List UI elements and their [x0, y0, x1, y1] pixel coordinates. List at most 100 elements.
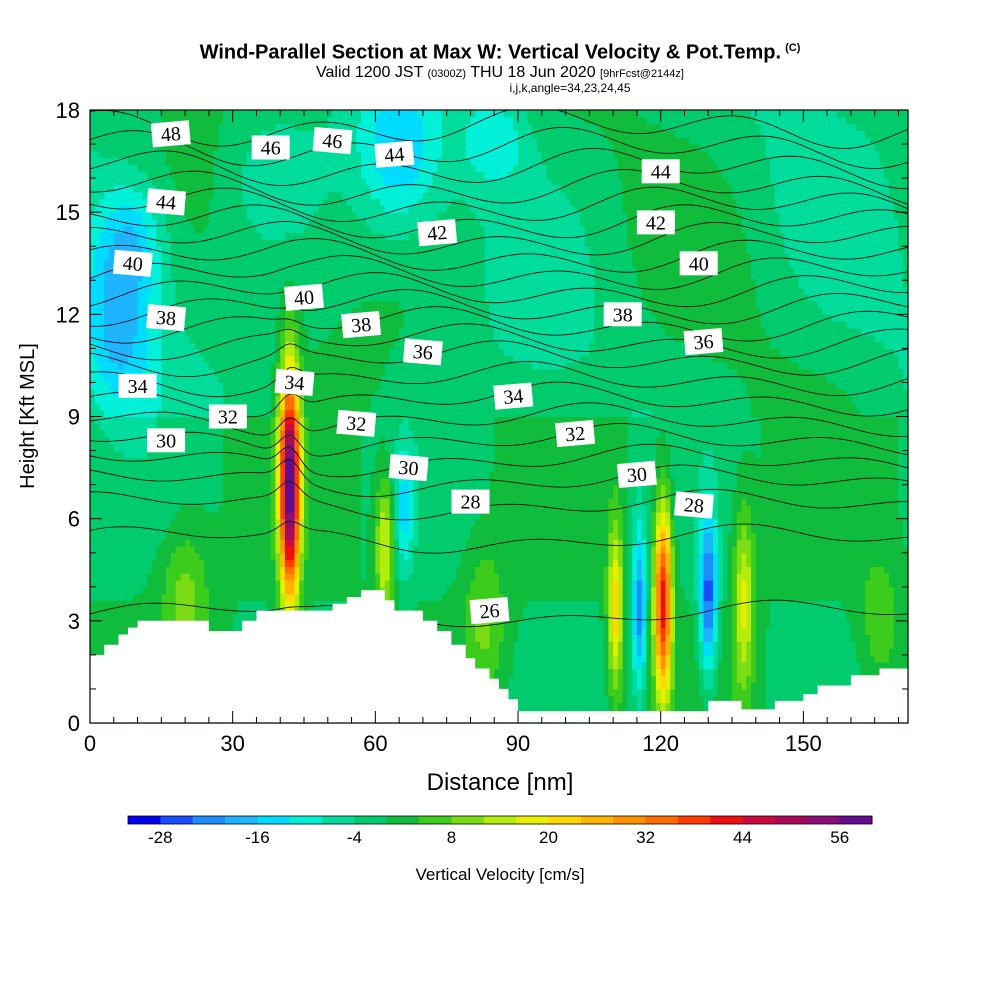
velocity-cell	[837, 641, 842, 648]
velocity-cell	[523, 560, 528, 567]
velocity-cell	[737, 669, 742, 676]
velocity-cell	[537, 580, 542, 587]
velocity-cell	[832, 580, 837, 587]
velocity-cell	[737, 614, 742, 621]
velocity-cell	[589, 580, 594, 587]
velocity-cell	[547, 614, 552, 621]
velocity-cell	[623, 607, 628, 614]
velocity-cell	[252, 587, 257, 594]
velocity-cell	[161, 607, 166, 614]
velocity-cell	[366, 573, 371, 580]
velocity-cell	[561, 628, 566, 635]
velocity-cell	[532, 662, 537, 669]
velocity-cell	[723, 560, 728, 567]
velocity-cell	[589, 600, 594, 607]
velocity-cell	[271, 600, 276, 607]
velocity-cell	[423, 594, 428, 601]
velocity-cell	[632, 648, 637, 655]
velocity-cell	[827, 641, 832, 648]
velocity-cell	[442, 587, 447, 594]
velocity-cell	[271, 553, 276, 560]
velocity-cell	[442, 607, 447, 614]
velocity-cell	[618, 600, 623, 607]
velocity-cell	[218, 566, 223, 573]
velocity-cell	[561, 662, 566, 669]
velocity-cell	[808, 560, 813, 567]
velocity-cell	[822, 675, 827, 682]
velocity-cell	[161, 560, 166, 567]
velocity-cell	[333, 587, 338, 594]
velocity-cell	[409, 580, 414, 587]
velocity-cell	[699, 600, 704, 607]
velocity-cell	[775, 628, 780, 635]
velocity-cell	[461, 594, 466, 601]
velocity-cell	[884, 641, 889, 648]
velocity-cell	[513, 594, 518, 601]
velocity-cell	[794, 587, 799, 594]
velocity-cell	[523, 634, 528, 641]
velocity-cell	[799, 594, 804, 601]
velocity-cell	[694, 703, 699, 710]
velocity-cell	[832, 560, 837, 567]
velocity-cell	[746, 696, 751, 703]
velocity-cell	[152, 573, 157, 580]
velocity-cell	[865, 600, 870, 607]
velocity-cell	[418, 587, 423, 594]
velocity-cell	[204, 600, 209, 607]
velocity-cell	[494, 628, 499, 635]
velocity-cell	[884, 621, 889, 628]
velocity-cell	[632, 703, 637, 710]
velocity-cell	[680, 675, 685, 682]
velocity-cell	[209, 587, 214, 594]
velocity-cell	[528, 689, 533, 696]
velocity-cell	[665, 621, 670, 628]
velocity-cell	[456, 573, 461, 580]
velocity-cell	[537, 628, 542, 635]
velocity-cell	[860, 566, 865, 573]
velocity-cell	[90, 628, 95, 635]
velocity-cell	[542, 573, 547, 580]
velocity-cell	[727, 594, 732, 601]
velocity-cell	[818, 560, 823, 567]
velocity-cell	[252, 614, 257, 621]
velocity-cell	[100, 580, 105, 587]
velocity-cell	[665, 600, 670, 607]
velocity-cell	[209, 553, 214, 560]
velocity-cell	[646, 594, 651, 601]
velocity-cell	[147, 580, 152, 587]
velocity-cell	[437, 573, 442, 580]
velocity-cell	[195, 594, 200, 601]
velocity-cell	[789, 648, 794, 655]
velocity-cell	[746, 607, 751, 614]
velocity-cell	[119, 573, 124, 580]
velocity-cell	[470, 634, 475, 641]
velocity-cell	[718, 648, 723, 655]
velocity-cell	[784, 648, 789, 655]
velocity-cell	[746, 689, 751, 696]
velocity-cell	[432, 614, 437, 621]
velocity-cell	[789, 580, 794, 587]
velocity-cell	[532, 682, 537, 689]
velocity-cell	[580, 662, 585, 669]
velocity-cell	[166, 587, 171, 594]
velocity-cell	[475, 662, 480, 669]
velocity-cell	[623, 675, 628, 682]
velocity-cell	[432, 607, 437, 614]
velocity-cell	[841, 628, 846, 635]
velocity-cell	[656, 634, 661, 641]
velocity-cell	[589, 655, 594, 662]
velocity-cell	[585, 655, 590, 662]
velocity-cell	[509, 600, 514, 607]
velocity-cell	[780, 641, 785, 648]
velocity-cell	[889, 600, 894, 607]
velocity-cell	[599, 580, 604, 587]
velocity-cell	[775, 566, 780, 573]
velocity-cell	[765, 634, 770, 641]
velocity-cell	[290, 553, 295, 560]
velocity-cell	[413, 594, 418, 601]
velocity-cell	[642, 580, 647, 587]
velocity-cell	[761, 648, 766, 655]
velocity-cell	[261, 587, 266, 594]
velocity-cell	[247, 560, 252, 567]
velocity-cell	[618, 689, 623, 696]
